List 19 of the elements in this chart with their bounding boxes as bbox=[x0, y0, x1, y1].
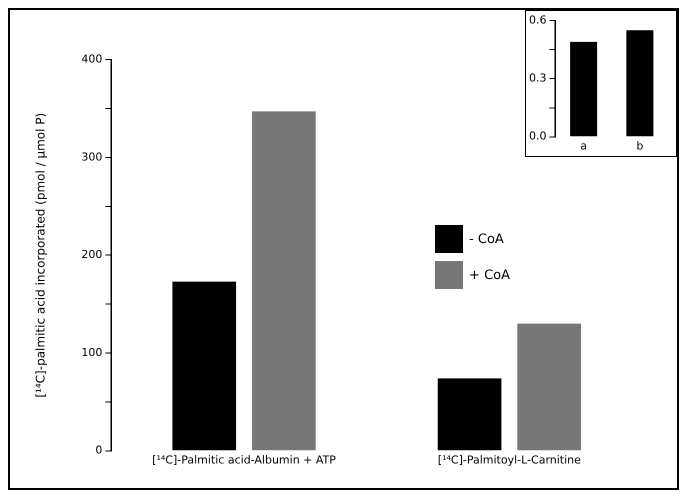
y-tick-label: 200 bbox=[81, 248, 102, 262]
legend-label: + CoA bbox=[469, 268, 510, 282]
x-tick-label: [¹⁴C]-Palmitic acid-Albumin + ATP bbox=[152, 453, 336, 466]
y-tick-label: 0.0 bbox=[528, 130, 546, 143]
y-tick-label: 0.6 bbox=[528, 13, 546, 26]
bar bbox=[438, 378, 502, 450]
bar bbox=[252, 111, 316, 450]
y-tick-label: 0.3 bbox=[528, 72, 546, 85]
y-tick-label: 100 bbox=[81, 346, 102, 359]
y-tick-label: 0 bbox=[95, 444, 102, 457]
x-tick-label: b bbox=[636, 139, 644, 152]
y-axis-title: [¹⁴C]-palmitic acid incorporated (pmol / µmol P) bbox=[33, 112, 48, 398]
bar bbox=[172, 282, 236, 450]
y-tick-label: 400 bbox=[81, 52, 102, 66]
x-tick-label: [¹⁴C]-Palmitoyl-L-Carnitine bbox=[438, 453, 582, 466]
legend-label: - CoA bbox=[469, 232, 504, 246]
y-tick-label: 300 bbox=[81, 150, 102, 164]
bar bbox=[517, 324, 581, 450]
x-tick-label: a bbox=[580, 139, 587, 152]
